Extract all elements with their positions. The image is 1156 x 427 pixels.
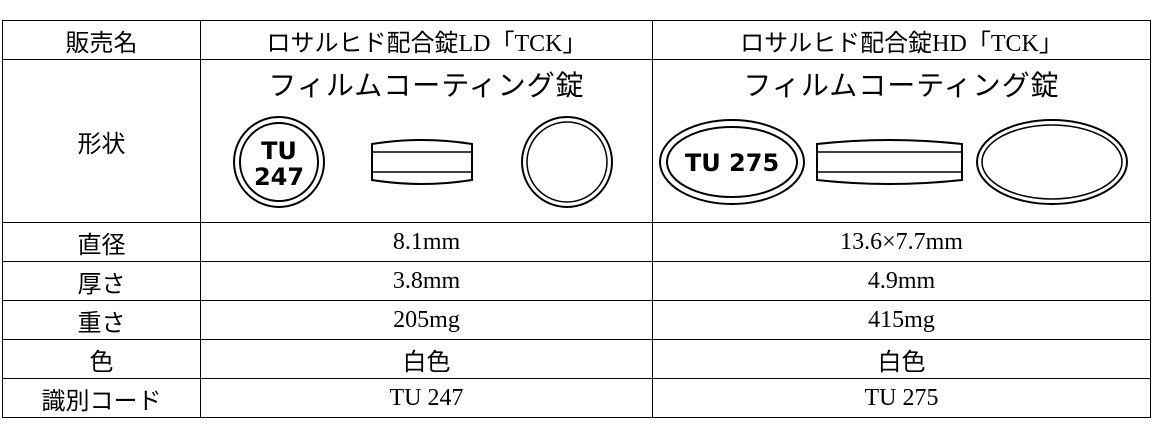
- cell: 3.8mm: [201, 262, 653, 301]
- cell: TU 247: [201, 379, 653, 418]
- imprint: TU 275: [684, 149, 778, 177]
- cell: 415mg: [653, 301, 1151, 340]
- coating: フィルムコーティング錠: [201, 64, 652, 104]
- cell: フィルムコーティング錠 TU 275: [653, 60, 1151, 223]
- row: 識別コードTU 247TU 275: [3, 379, 1151, 418]
- pill-drawing: TU 247: [227, 112, 627, 212]
- cell: 識別コード: [3, 379, 201, 418]
- row: 直径8.1mm13.6×7.7mm: [3, 223, 1151, 262]
- cell: 205mg: [201, 301, 653, 340]
- cell: 白色: [653, 340, 1151, 379]
- cell: 色: [3, 340, 201, 379]
- cell: 白色: [201, 340, 653, 379]
- cell: 販売名: [3, 21, 201, 60]
- imprint: TU: [261, 137, 297, 165]
- cell: 8.1mm: [201, 223, 653, 262]
- cell: TU 275: [653, 379, 1151, 418]
- cell: ロサルヒド配合錠LD「TCK」: [201, 21, 653, 60]
- cell: 重さ: [3, 301, 201, 340]
- row: 販売名 ロサルヒド配合錠LD「TCK」 ロサルヒド配合錠HD「TCK」: [3, 21, 1151, 60]
- coating: フィルムコーティング錠: [653, 64, 1150, 104]
- pill-drawing: TU 275: [657, 112, 1147, 212]
- cell: フィルムコーティング錠 TU 247: [201, 60, 653, 223]
- row: 色白色白色: [3, 340, 1151, 379]
- cell: 13.6×7.7mm: [653, 223, 1151, 262]
- imprint: 247: [253, 163, 303, 191]
- cell: 4.9mm: [653, 262, 1151, 301]
- row: 重さ205mg415mg: [3, 301, 1151, 340]
- cell: 形状: [3, 60, 201, 223]
- rows: 直径8.1mm13.6×7.7mm厚さ3.8mm4.9mm重さ205mg415m…: [3, 223, 1151, 418]
- row: 形状 フィルムコーティング錠 TU 247 フィルムコーティング錠 TU 275: [3, 60, 1151, 223]
- cell: 直径: [3, 223, 201, 262]
- cell: 厚さ: [3, 262, 201, 301]
- spec-table: 販売名 ロサルヒド配合錠LD「TCK」 ロサルヒド配合錠HD「TCK」 形状 フ…: [2, 20, 1151, 418]
- cell: ロサルヒド配合錠HD「TCK」: [653, 21, 1151, 60]
- row: 厚さ3.8mm4.9mm: [3, 262, 1151, 301]
